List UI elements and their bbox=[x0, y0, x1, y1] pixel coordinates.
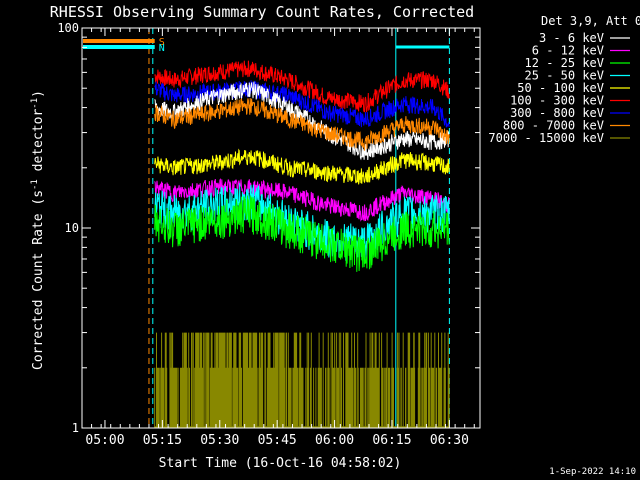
series-line bbox=[154, 97, 450, 151]
flag-label: S bbox=[159, 37, 165, 48]
legend-label: 7000 - 15000 keV bbox=[488, 131, 604, 145]
legend-label: 12 - 25 keV bbox=[525, 56, 604, 70]
legend-label: 100 - 300 keV bbox=[510, 94, 604, 108]
legend-label: 300 - 800 keV bbox=[510, 106, 604, 120]
flag-label: N bbox=[159, 43, 165, 54]
x-tick-label: 05:45 bbox=[258, 433, 297, 448]
series-line bbox=[154, 60, 450, 113]
x-tick-label: 05:30 bbox=[200, 433, 239, 448]
x-tick-label: 06:15 bbox=[372, 433, 411, 448]
y-axis-label: Corrected Count Rate (s-1 detector-1) bbox=[30, 90, 46, 370]
axes: 1 10 100 05:00 05:15 05:30 05:45 06:00 06:15 06:3… bbox=[57, 21, 481, 448]
legend-label: 50 - 100 keV bbox=[517, 81, 604, 95]
legend-label: 800 - 7000 keV bbox=[503, 119, 604, 133]
footer-timestamp: 1-Sep-2022 14:10 bbox=[549, 467, 636, 477]
x-axis-label: Start Time (16-Oct-16 04:58:02) bbox=[159, 456, 402, 471]
y-tick-label: 1 bbox=[72, 421, 79, 435]
x-tick-label: 05:00 bbox=[85, 433, 124, 448]
series-line bbox=[154, 148, 450, 185]
x-tick-label: 05:15 bbox=[143, 433, 182, 448]
y-tick-label: 10 bbox=[65, 221, 79, 235]
chart-title: RHESSI Observing Summary Count Rates, Co… bbox=[50, 3, 474, 21]
plot-area: SN bbox=[83, 28, 450, 428]
legend-label: 25 - 50 keV bbox=[525, 69, 604, 83]
y-tick-label: 100 bbox=[57, 21, 79, 35]
legend-label: 3 - 6 keV bbox=[539, 31, 604, 45]
x-tick-label: 06:30 bbox=[430, 433, 469, 448]
series-line bbox=[154, 80, 450, 128]
series-line bbox=[154, 81, 450, 161]
legend-label: 6 - 12 keV bbox=[532, 44, 604, 58]
series-line bbox=[154, 195, 450, 272]
series-line bbox=[154, 332, 450, 428]
x-tick-label: 06:00 bbox=[315, 433, 354, 448]
legend-header: Det 3,9, Att 0 bbox=[541, 14, 640, 28]
